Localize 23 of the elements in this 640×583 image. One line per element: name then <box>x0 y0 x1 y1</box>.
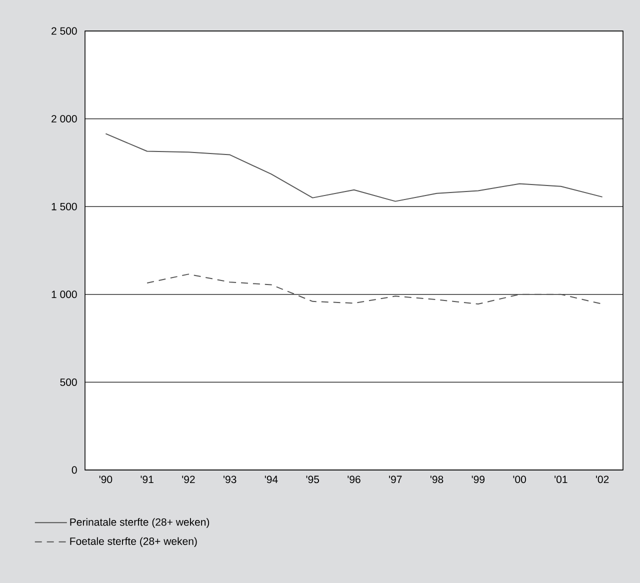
line-series <box>105 133 603 202</box>
legend-label: Foetale sterfte (28+ weken) <box>70 537 197 548</box>
x-tick-label: '96 <box>348 476 360 484</box>
legend-label: Perinatale sterfte (28+ weken) <box>70 518 210 528</box>
y-tick-label: 0 <box>72 466 77 474</box>
x-tick-label: '92 <box>182 476 195 484</box>
x-tick-label: '94 <box>264 476 278 484</box>
x-tick-label: '98 <box>430 476 444 484</box>
y-tick-label: 1 000 <box>52 290 77 298</box>
y-tick-label: 2 000 <box>52 115 77 123</box>
x-tick-label: '97 <box>389 476 402 484</box>
x-tick-label: '00 <box>513 476 526 484</box>
x-tick-label: '95 <box>306 476 320 484</box>
x-tick-label: '91 <box>140 476 154 484</box>
y-tick-label: 500 <box>60 378 77 386</box>
y-tick-label: 1 500 <box>52 202 77 210</box>
x-tick-label: '02 <box>596 476 609 484</box>
y-tick-label: 2 500 <box>52 27 77 35</box>
x-tick-label: '93 <box>224 476 236 484</box>
x-tick-label: '99 <box>472 476 485 484</box>
line-series <box>146 274 603 305</box>
x-tick-label: '01 <box>554 476 568 484</box>
x-tick-label: '90 <box>99 476 112 484</box>
